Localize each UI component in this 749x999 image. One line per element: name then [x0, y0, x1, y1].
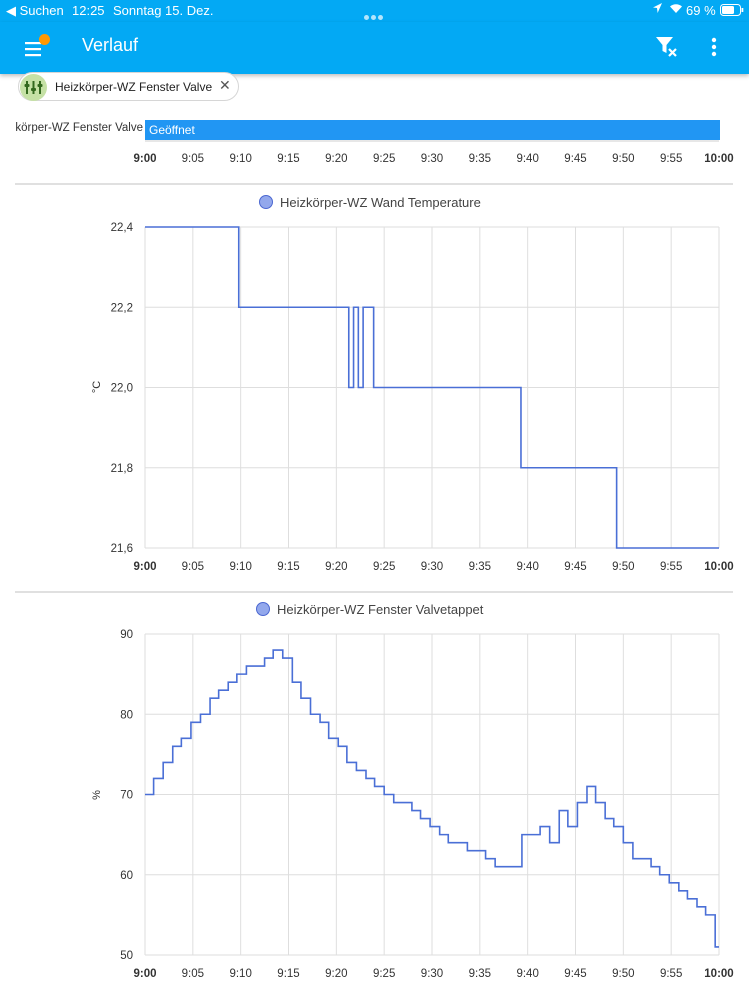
- timeline-x-tick-label: 9:40: [516, 153, 538, 165]
- y-tick-label: 22,4: [111, 222, 134, 234]
- status-time: 12:25: [72, 3, 105, 18]
- chart-legend-valvetappet[interactable]: Heizkörper-WZ Fenster Valvetappet: [256, 602, 483, 617]
- series-line[interactable]: [145, 649, 719, 948]
- status-date: Sonntag 15. Dez.: [113, 3, 214, 18]
- x-tick-label: 9:50: [612, 561, 634, 573]
- section-divider: [15, 183, 733, 185]
- clear-filter-button[interactable]: [654, 34, 680, 60]
- timeline-state-bar[interactable]: [145, 120, 720, 140]
- menu-icon: [25, 42, 41, 57]
- y-tick-label: 70: [120, 790, 133, 802]
- x-tick-label: 9:15: [277, 561, 299, 573]
- x-tick-label: 9:00: [133, 968, 156, 980]
- more-vertical-icon: [711, 37, 717, 57]
- filter-remove-icon: [656, 37, 677, 57]
- app-bar: Verlauf: [0, 22, 749, 74]
- x-tick-label: 9:40: [516, 561, 538, 573]
- legend-swatch: [256, 602, 270, 616]
- x-tick-label: 9:35: [469, 561, 491, 573]
- y-axis-label: %: [91, 790, 103, 800]
- y-axis-label: °C: [91, 381, 103, 393]
- section-divider: [15, 591, 733, 593]
- timeline-x-tick-label: 9:20: [325, 153, 347, 165]
- x-tick-label: 9:50: [612, 968, 634, 980]
- menu-button[interactable]: [22, 34, 52, 62]
- location-icon: [652, 2, 663, 17]
- x-tick-label: 9:10: [229, 968, 251, 980]
- x-tick-label: 9:55: [660, 561, 682, 573]
- x-tick-label: 9:35: [469, 968, 491, 980]
- x-tick-label: 9:25: [373, 968, 395, 980]
- back-to-search-link[interactable]: ◀ Suchen: [6, 3, 64, 18]
- x-tick-label: 9:45: [564, 968, 586, 980]
- battery-percent: 69 %: [686, 3, 716, 18]
- y-tick-label: 90: [120, 629, 133, 641]
- timeline-x-axis: 9:00 9:05 9:10 9:15 9:20 9:25 9:30 9:35 9:40 9:45…: [133, 140, 734, 165]
- notification-badge: [39, 34, 50, 45]
- x-tick-label: 9:20: [325, 968, 347, 980]
- timeline-x-tick-label: 10:00: [704, 153, 733, 165]
- x-tick-label: 9:15: [277, 968, 299, 980]
- x-tick-label: 9:55: [660, 968, 682, 980]
- timeline-state-label: Geöffnet: [149, 123, 195, 137]
- x-tick-label: 9:45: [564, 561, 586, 573]
- chip-label: Heizkörper-WZ Fenster Valve: [55, 80, 213, 94]
- x-tick-label: 9:00: [133, 561, 156, 573]
- x-tick-label: 9:25: [373, 561, 395, 573]
- timeline-x-tick-label: 9:10: [229, 153, 251, 165]
- timeline-x-tick-label: 9:35: [469, 153, 491, 165]
- x-tick-label: 9:40: [516, 968, 538, 980]
- timeline-x-tick-label: 9:00: [133, 153, 156, 165]
- y-tick-label: 21,6: [111, 543, 133, 555]
- y-tick-label: 22,0: [111, 383, 133, 395]
- legend-label: Heizkörper-WZ Fenster Valvetappet: [277, 602, 484, 617]
- status-bar: ◀ Suchen 12:25 Sonntag 15. Dez. 69 %: [0, 0, 749, 22]
- timeline-x-tick-label: 9:30: [421, 153, 443, 165]
- timeline-x-tick-label: 9:25: [373, 153, 395, 165]
- timeline-x-tick-label: 9:05: [182, 153, 204, 165]
- timeline-x-tick-label: 9:15: [277, 153, 299, 165]
- more-options-button[interactable]: [702, 34, 726, 60]
- y-tick-label: 80: [120, 709, 133, 721]
- x-tick-label: 9:20: [325, 561, 347, 573]
- series-line[interactable]: [145, 226, 719, 549]
- x-tick-label: 9:10: [229, 561, 251, 573]
- y-tick-label: 22,2: [111, 302, 133, 314]
- multitasking-dots-icon: [364, 8, 385, 23]
- entity-filter-chip[interactable]: Heizkörper-WZ Fenster Valve ✕: [18, 72, 239, 101]
- legend-swatch: [259, 195, 273, 209]
- timeline-x-tick-label: 9:45: [564, 153, 586, 165]
- y-tick-label: 21,8: [111, 463, 133, 475]
- wifi-icon: [669, 2, 683, 17]
- x-tick-label: 9:30: [421, 561, 443, 573]
- x-tick-label: 10:00: [704, 561, 733, 573]
- x-tick-label: 10:00: [704, 968, 733, 980]
- page-title: Verlauf: [82, 35, 139, 55]
- y-tick-label: 60: [120, 870, 133, 882]
- battery-icon: [720, 4, 744, 19]
- x-tick-label: 9:30: [421, 968, 443, 980]
- radiator-valve-icon: [20, 74, 47, 101]
- timeline-x-tick-label: 9:50: [612, 153, 634, 165]
- x-tick-label: 9:05: [182, 968, 204, 980]
- legend-label: Heizkörper-WZ Wand Temperature: [280, 195, 481, 210]
- chip-close-icon[interactable]: ✕: [219, 77, 231, 93]
- x-tick-label: 9:05: [182, 561, 204, 573]
- chart-legend-temperature[interactable]: Heizkörper-WZ Wand Temperature: [259, 195, 481, 210]
- timeline-x-tick-label: 9:55: [660, 153, 682, 165]
- y-tick-label: 50: [120, 950, 133, 962]
- timeline-entity-label: körper-WZ Fenster Valve: [15, 122, 143, 134]
